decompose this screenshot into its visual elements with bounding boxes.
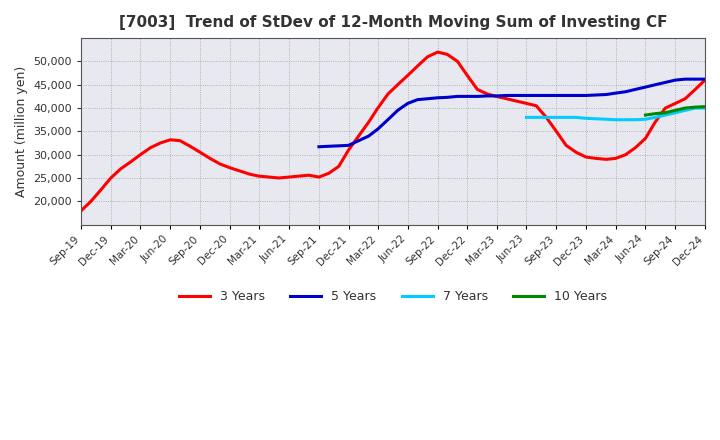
Title: [7003]  Trend of StDev of 12-Month Moving Sum of Investing CF: [7003] Trend of StDev of 12-Month Moving…: [119, 15, 667, 30]
Y-axis label: Amount (million yen): Amount (million yen): [15, 66, 28, 197]
Legend: 3 Years, 5 Years, 7 Years, 10 Years: 3 Years, 5 Years, 7 Years, 10 Years: [174, 285, 612, 308]
